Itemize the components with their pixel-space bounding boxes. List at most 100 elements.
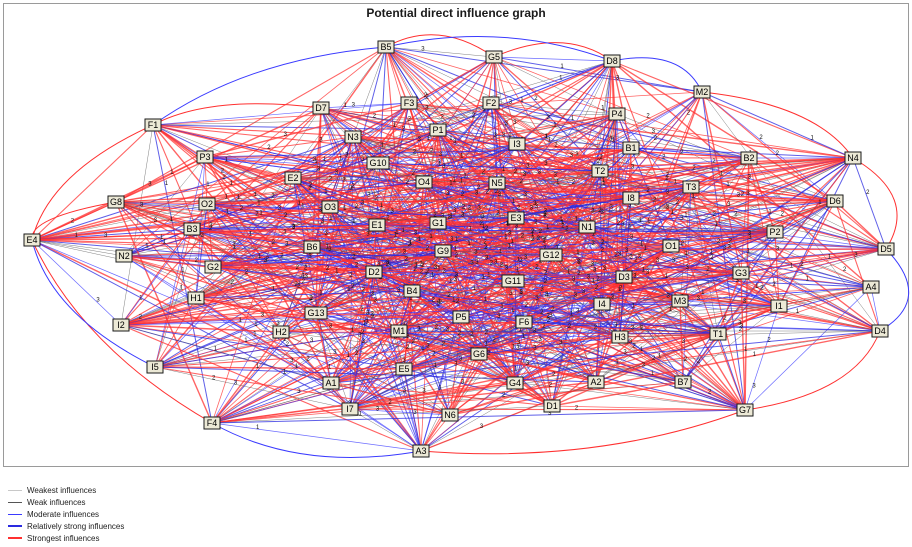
edge-weight-label: 1 bbox=[298, 201, 302, 207]
edge-weight-label: 3 bbox=[578, 260, 582, 266]
influence-edge bbox=[120, 324, 282, 333]
node-box bbox=[587, 375, 605, 389]
edge-weight-label: 2 bbox=[200, 233, 204, 239]
edge-weight-label: 3 bbox=[505, 121, 509, 127]
edge-weight-label: 1 bbox=[726, 182, 730, 188]
edge-weight-label: 3 bbox=[374, 298, 378, 304]
edge-weight-label: 3 bbox=[406, 334, 410, 340]
node-box bbox=[203, 416, 221, 430]
edge-weight-label: 3 bbox=[481, 214, 485, 220]
edge-weight-label: 2 bbox=[534, 219, 538, 225]
node-box bbox=[539, 248, 563, 262]
node-box bbox=[144, 118, 162, 132]
influence-edge bbox=[496, 170, 601, 184]
influence-edge bbox=[514, 245, 672, 384]
edge-weight-label: 3 bbox=[519, 258, 523, 264]
node-d1: D1 bbox=[543, 399, 561, 413]
edge-weight-label: 1 bbox=[508, 244, 512, 250]
influence-edge bbox=[411, 272, 742, 292]
edge-weight-label: 2 bbox=[551, 307, 555, 313]
edge-weight-label: 1 bbox=[254, 192, 258, 198]
edge-weight-label: 3 bbox=[743, 299, 747, 305]
edge-weight-label: 2 bbox=[717, 239, 721, 245]
node-b1: B1 bbox=[622, 141, 640, 155]
legend-swatch-strongest bbox=[8, 537, 22, 539]
edge-weight-label: 3 bbox=[439, 152, 443, 158]
edge-weight-label: 1 bbox=[531, 232, 535, 238]
edge-weight-label: 2 bbox=[371, 312, 375, 318]
influence-edge bbox=[423, 170, 601, 183]
node-n1: N1 bbox=[578, 220, 596, 234]
edge-weight-label: 1 bbox=[257, 201, 261, 207]
edge-weight-label: 3 bbox=[329, 324, 333, 330]
influence-edge bbox=[514, 333, 719, 384]
node-label: B3 bbox=[186, 224, 197, 234]
edge-weight-label: 3 bbox=[362, 339, 366, 345]
influence-edge bbox=[204, 136, 354, 158]
edge-weight-label: 1 bbox=[473, 286, 477, 292]
edge-weight-label: 3 bbox=[358, 333, 362, 339]
edge-weight-label: 2 bbox=[412, 171, 416, 177]
edge-weight-label: 1 bbox=[347, 353, 351, 359]
edge-weight-label: 2 bbox=[734, 212, 738, 218]
edge-weight-label: 2 bbox=[575, 406, 579, 412]
edge-weight-label: 1 bbox=[393, 123, 397, 129]
influence-edge bbox=[204, 147, 632, 158]
influence-edge bbox=[377, 113, 618, 164]
edge-weight-label: 3 bbox=[418, 137, 422, 143]
edge-weight-label: 3 bbox=[516, 345, 520, 351]
node-g13: G13 bbox=[304, 306, 328, 320]
edge-weight-label: 3 bbox=[413, 410, 417, 416]
edge-weight-label: 2 bbox=[349, 273, 353, 279]
influence-edge bbox=[330, 330, 881, 384]
influence-edge bbox=[460, 316, 516, 384]
node-label: G1 bbox=[432, 218, 444, 228]
edge-weight-label: 2 bbox=[666, 173, 670, 179]
node-box bbox=[400, 96, 418, 110]
edge-weight-label: 2 bbox=[255, 211, 259, 217]
edge-weight-label: 1 bbox=[632, 303, 636, 309]
influence-edge bbox=[744, 305, 780, 411]
edge-weight-label: 3 bbox=[587, 274, 591, 280]
edge-weight-label: 1 bbox=[469, 226, 473, 232]
edge-weight-label: 2 bbox=[458, 331, 462, 337]
node-layer: B5 G5 D8 M2 F1 D7 F3 F2 P4 N3 P1 I3 B1 B2 N4 P3 G10 T2 E2 O… bbox=[23, 40, 895, 458]
influence-edge bbox=[115, 201, 378, 226]
edge-weight-label: 1 bbox=[485, 342, 489, 348]
node-b5: B5 bbox=[377, 40, 395, 54]
edge-weight-label: 2 bbox=[646, 113, 650, 119]
edge-weight-label: 2 bbox=[572, 180, 576, 186]
node-box bbox=[429, 216, 447, 230]
node-box bbox=[312, 101, 330, 115]
edge-weight-label: 1 bbox=[559, 75, 563, 81]
edge-weight-label: 1 bbox=[237, 195, 241, 201]
node-label: I4 bbox=[598, 299, 606, 309]
influence-edge bbox=[449, 305, 780, 416]
edge-weight-label: 2 bbox=[286, 342, 290, 348]
edge-weight-label: 1 bbox=[615, 359, 619, 365]
node-label: P3 bbox=[199, 152, 210, 162]
edge-weight-label: 3 bbox=[402, 358, 406, 364]
influence-edge bbox=[398, 330, 553, 407]
influence-edge bbox=[329, 113, 618, 208]
edge-weight-label: 3 bbox=[264, 258, 268, 264]
influence-edge bbox=[206, 197, 632, 205]
edge-weight-label: 2 bbox=[306, 356, 310, 362]
influence-edge bbox=[870, 286, 881, 332]
edge-weight-label: 1 bbox=[449, 136, 453, 142]
edge-weight-label: 2 bbox=[614, 253, 618, 259]
edge-weight-label: 1 bbox=[415, 263, 419, 269]
node-i5: I5 bbox=[146, 360, 164, 374]
influence-edge bbox=[195, 297, 317, 314]
edge-weight-label: 2 bbox=[598, 208, 602, 214]
influence-edge bbox=[212, 266, 742, 274]
node-box bbox=[322, 376, 340, 390]
influence-edge bbox=[460, 170, 601, 318]
node-e3: E3 bbox=[507, 211, 525, 225]
edge-weight-label: 3 bbox=[616, 76, 620, 82]
node-p4: P4 bbox=[608, 107, 626, 121]
edge-weight-label: 2 bbox=[388, 400, 392, 406]
edge-weight-label: 2 bbox=[468, 205, 472, 211]
edge-weight-label: 2 bbox=[537, 236, 541, 242]
edge-weight-label: 3 bbox=[232, 242, 236, 248]
